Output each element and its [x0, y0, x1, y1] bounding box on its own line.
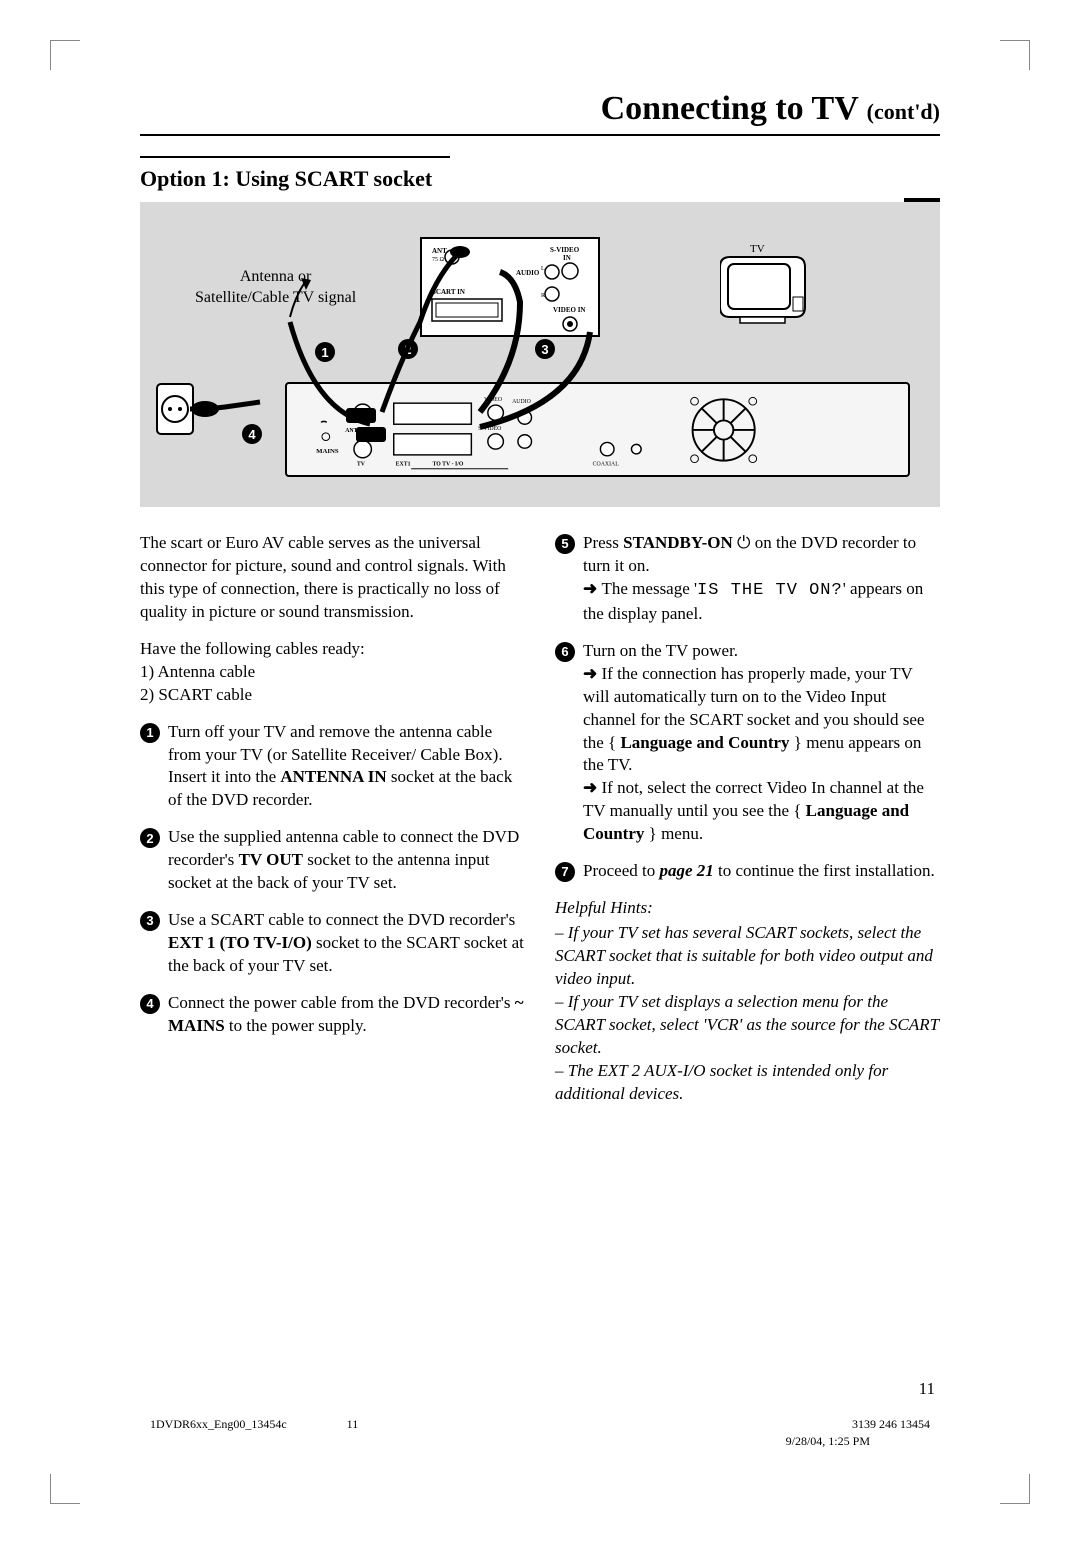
step-6: 6 Turn on the TV power.➜ If the connectio…: [555, 640, 940, 846]
page-title: Connecting to TV (cont'd): [140, 90, 940, 136]
title-cont: (cont'd): [867, 99, 940, 124]
step-text: Connect the power cable from the DVD rec…: [168, 992, 525, 1038]
subtitle-wrap: Option 1: Using SCART socket: [140, 156, 940, 192]
cable-paths: [140, 202, 940, 507]
hint-3: – The EXT 2 AUX-I/O socket is intended o…: [555, 1060, 940, 1106]
step-bullet: 2: [140, 828, 160, 848]
step-4: 4 Connect the power cable from the DVD re…: [140, 992, 525, 1038]
footer: 1DVDR6xx_Eng00_13454c 11 3139 246 13454 …: [150, 1417, 930, 1449]
step-7: 7 Proceed to page 21 to continue the firs…: [555, 860, 940, 883]
step-bullet: 5: [555, 534, 575, 554]
intro-para: The scart or Euro AV cable serves as the…: [140, 532, 525, 624]
step-5: 5 Press STANDBY-ON ⏻ on the DVD recorder …: [555, 532, 940, 626]
cables-block: Have the following cables ready: 1) Ante…: [140, 638, 525, 707]
footer-pg: 11: [347, 1417, 359, 1449]
step-3: 3 Use a SCART cable to connect the DVD re…: [140, 909, 525, 978]
page: Connecting to TV (cont'd) English Option…: [60, 50, 1020, 1504]
step-text: Use the supplied antenna cable to connec…: [168, 826, 525, 895]
connection-diagram: Antenna or Satellite/Cable TV signal ANT…: [140, 202, 940, 507]
hints-header: Helpful Hints:: [555, 897, 940, 920]
step-bullet: 1: [140, 723, 160, 743]
title-main: Connecting to TV: [601, 90, 859, 127]
step-text: Press STANDBY-ON ⏻ on the DVD recorder t…: [583, 532, 940, 626]
step-bullet: 3: [140, 911, 160, 931]
left-column: The scart or Euro AV cable serves as the…: [140, 532, 525, 1106]
text-columns: The scart or Euro AV cable serves as the…: [140, 532, 940, 1106]
footer-pn: 3139 246 13454: [786, 1417, 930, 1432]
hint-1: – If your TV set has several SCART socke…: [555, 922, 940, 991]
right-column: 5 Press STANDBY-ON ⏻ on the DVD recorder …: [555, 532, 940, 1106]
step-text: Turn on the TV power.➜ If the connection…: [583, 640, 940, 846]
step-1: 1 Turn off your TV and remove the antenna…: [140, 721, 525, 813]
footer-file: 1DVDR6xx_Eng00_13454c: [150, 1417, 287, 1449]
step-text: Use a SCART cable to connect the DVD rec…: [168, 909, 525, 978]
page-number: 11: [919, 1379, 935, 1399]
step-bullet: 6: [555, 642, 575, 662]
hint-2: – If your TV set displays a selection me…: [555, 991, 940, 1060]
step-bullet: 4: [140, 994, 160, 1014]
step-text: Proceed to page 21 to continue the first…: [583, 860, 940, 883]
step-text: Turn off your TV and remove the antenna …: [168, 721, 525, 813]
footer-date: 9/28/04, 1:25 PM: [786, 1434, 870, 1449]
subtitle: Option 1: Using SCART socket: [140, 156, 450, 192]
step-2: 2 Use the supplied antenna cable to conne…: [140, 826, 525, 895]
step-bullet: 7: [555, 862, 575, 882]
